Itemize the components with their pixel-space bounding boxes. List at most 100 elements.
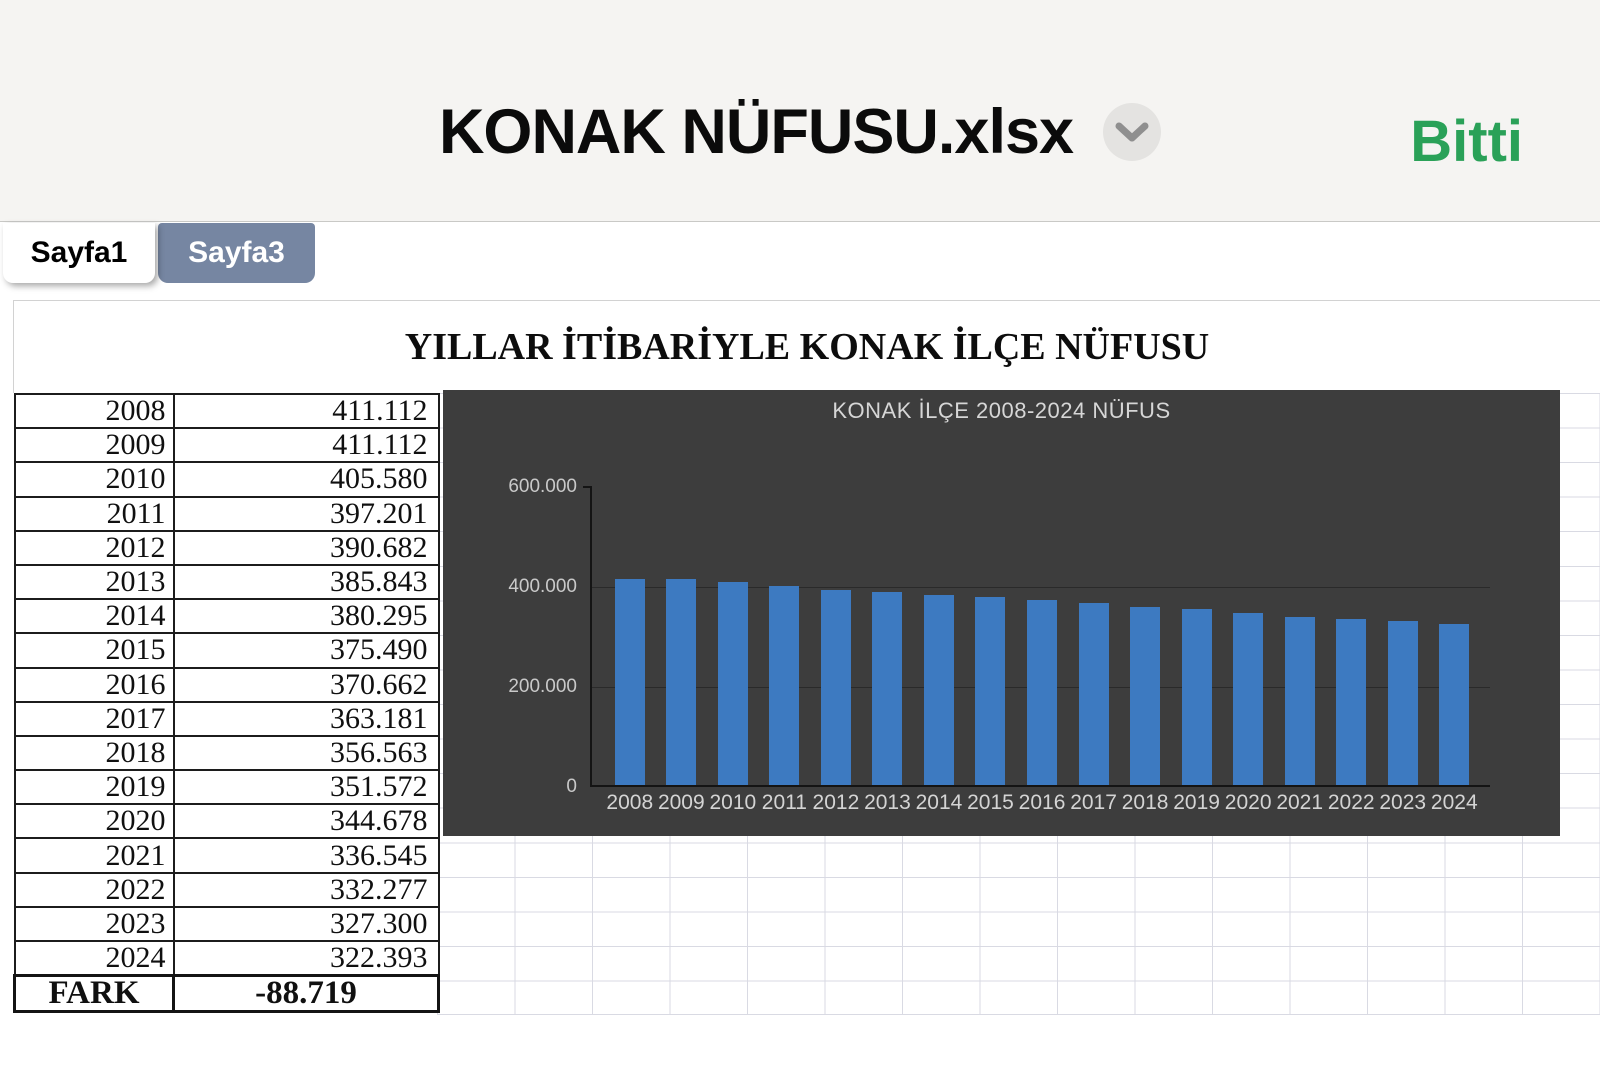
population-chart[interactable]: KONAK İLÇE 2008-2024 NÜFUS 600.000 400.00…: [443, 390, 1560, 836]
table-footer-row: FARK -88.719: [13, 973, 440, 1013]
bar-2010: [717, 582, 748, 785]
x-tick-label: 2022: [1327, 791, 1375, 814]
bar-slot: 2019: [1171, 487, 1223, 814]
year-cell[interactable]: 2016: [13, 666, 175, 703]
year-cell[interactable]: 2021: [13, 837, 175, 874]
bar-2012: [820, 589, 851, 785]
year-cell[interactable]: 2011: [13, 495, 175, 532]
done-button[interactable]: Bitti: [1410, 109, 1523, 174]
year-cell[interactable]: 2018: [13, 734, 175, 772]
bar-2015: [975, 597, 1006, 785]
table-row: 2024 322.393: [13, 939, 440, 977]
x-tick-label: 2021: [1276, 791, 1324, 814]
bar-slot: 2014: [913, 487, 965, 814]
table-row: 2017 363.181: [13, 700, 440, 737]
bar-slot: 2015: [965, 487, 1017, 814]
population-cell[interactable]: 327.300: [172, 905, 440, 943]
tab-sayfa3[interactable]: Sayfa3: [158, 223, 315, 283]
population-cell[interactable]: 397.201: [172, 495, 440, 532]
tab-sayfa1[interactable]: Sayfa1: [3, 223, 155, 283]
table-row: 2009 411.112: [13, 427, 440, 464]
year-cell[interactable]: 2009: [13, 427, 175, 464]
document-title-group: KONAK NÜFUSU.xlsx: [439, 96, 1162, 168]
chart-plot-area: 2008 2009 2010 2011 2012 2013 2014 2015 2016 2017…: [583, 486, 1490, 814]
population-cell[interactable]: 344.678: [172, 803, 440, 840]
table-row: 2013 385.843: [13, 563, 440, 601]
population-cell[interactable]: 351.572: [172, 769, 440, 806]
year-cell[interactable]: 2022: [13, 871, 175, 908]
population-cell[interactable]: 356.563: [172, 734, 440, 772]
population-cell[interactable]: 370.662: [172, 666, 440, 703]
year-cell[interactable]: 2013: [13, 563, 175, 601]
year-cell[interactable]: 2019: [13, 769, 175, 806]
population-cell[interactable]: 390.682: [172, 529, 440, 566]
bar-2018: [1130, 606, 1161, 785]
population-cell[interactable]: 411.112: [172, 427, 440, 464]
gridline-400000: [592, 587, 1490, 588]
chevron-down-icon: [1115, 122, 1149, 141]
y-axis-tick: [583, 486, 592, 488]
table-row: 2016 370.662: [13, 666, 440, 703]
bar-slot: 2009: [656, 487, 708, 814]
bar-slot: 2024: [1429, 487, 1481, 814]
table-row: 2012 390.682: [13, 529, 440, 566]
population-cell[interactable]: 363.181: [172, 700, 440, 737]
population-cell[interactable]: 332.277: [172, 871, 440, 908]
bar-2020: [1233, 612, 1264, 785]
year-cell[interactable]: 2023: [13, 905, 175, 943]
x-tick-label: 2024: [1430, 791, 1478, 814]
table-row: 2010 405.580: [13, 461, 440, 498]
table-row: 2021 336.545: [13, 837, 440, 874]
bar-slot: 2020: [1222, 487, 1274, 814]
worksheet-title-area: YILLAR İTİBARİYLE KONAK İLÇE NÜFUSU: [13, 300, 1600, 393]
x-tick-label: 2019: [1173, 791, 1220, 814]
year-cell[interactable]: 2012: [13, 529, 175, 566]
year-cell[interactable]: 2010: [13, 461, 175, 498]
y-tick-label: 0: [566, 776, 577, 797]
bar-2024: [1439, 623, 1470, 785]
table-row: 2018 356.563: [13, 734, 440, 772]
table-row: 2023 327.300: [13, 905, 440, 943]
bar-2021: [1284, 616, 1315, 785]
population-cell[interactable]: 411.112: [172, 392, 440, 430]
x-tick-label: 2010: [709, 791, 757, 814]
year-cell[interactable]: 2014: [13, 598, 175, 635]
table-row: 2019 351.572: [13, 769, 440, 806]
titlebar: KONAK NÜFUSU.xlsx Bitti: [0, 0, 1600, 222]
bar-2014: [923, 594, 954, 785]
x-tick-label: 2023: [1379, 791, 1427, 814]
population-cell[interactable]: 336.545: [172, 837, 440, 874]
table-row: 2014 380.295: [13, 598, 440, 635]
year-cell[interactable]: 2024: [13, 939, 175, 977]
population-cell[interactable]: 322.393: [172, 939, 440, 977]
population-cell[interactable]: 405.580: [172, 461, 440, 498]
year-cell[interactable]: 2008: [13, 392, 175, 430]
population-table: 2008 411.112 2009 411.112 2010 405.580 2011 397…: [13, 392, 440, 1013]
population-cell[interactable]: 375.490: [172, 632, 440, 669]
bar-2016: [1027, 599, 1058, 785]
y-tick-label: 400.000: [508, 576, 577, 597]
x-tick-label: 2013: [864, 791, 911, 814]
bar-slot: 2017: [1068, 487, 1120, 814]
chart-title: KONAK İLÇE 2008-2024 NÜFUS: [832, 398, 1171, 423]
fark-value-cell[interactable]: -88.719: [172, 973, 440, 1013]
bar-2008: [614, 579, 645, 785]
table-row: 2008 411.112: [13, 392, 440, 430]
bar-2009: [666, 579, 697, 785]
document-menu-button[interactable]: [1103, 102, 1162, 161]
year-cell[interactable]: 2017: [13, 700, 175, 737]
table-row: 2011 397.201: [13, 495, 440, 532]
x-tick-label: 2009: [657, 791, 705, 814]
bar-slot: 2018: [1119, 487, 1171, 814]
year-cell[interactable]: 2015: [13, 632, 175, 669]
x-tick-label: 2017: [1070, 791, 1117, 814]
x-tick-label: 2012: [812, 791, 860, 814]
population-cell[interactable]: 380.295: [172, 598, 440, 635]
population-cell[interactable]: 385.843: [172, 563, 440, 601]
year-cell[interactable]: 2020: [13, 803, 175, 840]
fark-label-cell[interactable]: FARK: [13, 973, 175, 1013]
bar-slot: 2010: [707, 487, 759, 814]
bar-2013: [872, 592, 903, 785]
table-row: 2015 375.490: [13, 632, 440, 669]
